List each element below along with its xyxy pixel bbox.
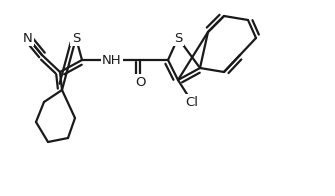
Text: NH: NH <box>102 54 122 66</box>
Text: S: S <box>174 32 182 44</box>
Text: N: N <box>23 32 33 44</box>
Text: O: O <box>135 75 145 89</box>
Text: S: S <box>72 32 80 44</box>
Text: Cl: Cl <box>186 95 199 109</box>
